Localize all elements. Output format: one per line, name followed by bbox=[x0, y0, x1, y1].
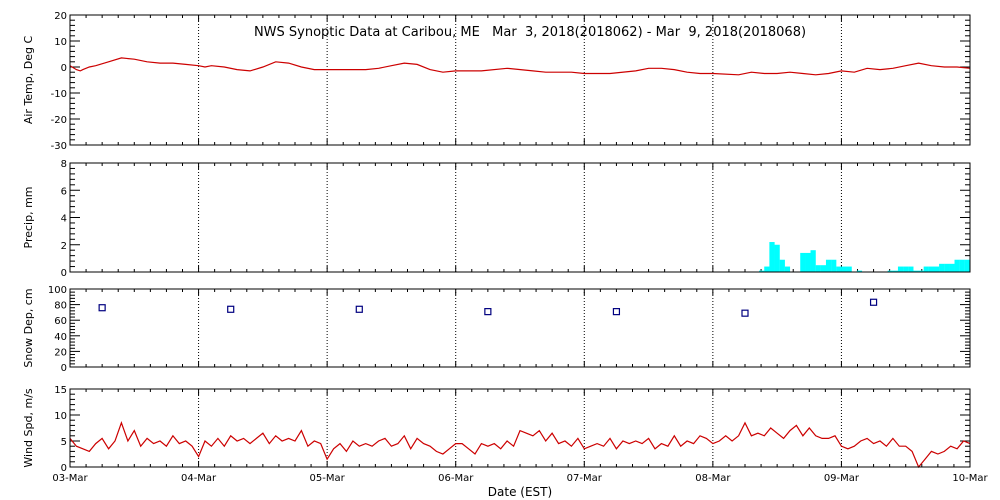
snow-depth-point bbox=[484, 308, 492, 316]
precip-bar bbox=[825, 259, 832, 272]
precip-bar bbox=[959, 259, 965, 272]
precip-bar bbox=[769, 242, 775, 272]
snow-depth-panel: 100 80 60 40 20 0 Snow Dep, cm bbox=[22, 285, 971, 374]
precip-bar bbox=[831, 259, 837, 272]
precip-ytick-label: 6 bbox=[61, 186, 67, 197]
wind-speed-frame bbox=[69, 388, 971, 468]
snow-depth-frame bbox=[69, 288, 971, 368]
x-tick-label: 09-Mar bbox=[824, 473, 860, 484]
x-tick-label: 08-Mar bbox=[695, 473, 731, 484]
precip-bar bbox=[887, 270, 893, 272]
precip-ytick-label: 2 bbox=[61, 241, 67, 252]
precip-ytick-label: 8 bbox=[61, 159, 67, 170]
precip-bar bbox=[933, 266, 940, 272]
wind-speed-series-line bbox=[69, 421, 971, 469]
wind-speed-panel: 15 10 5 0 Wind Spd, m/s 03-Mar 04-Mar 05-Mar 06-… bbox=[22, 385, 988, 484]
x-tick-label: 07-Mar bbox=[567, 473, 603, 484]
precip-bar bbox=[784, 266, 791, 272]
precip-bar bbox=[923, 266, 929, 272]
wind-speed-ytick-label: 10 bbox=[54, 411, 67, 422]
wind-speed-ytick-label: 0 bbox=[61, 463, 67, 474]
x-axis-label: Date (EST) bbox=[488, 485, 552, 499]
precip-bar bbox=[815, 265, 821, 272]
precip-bar bbox=[764, 266, 770, 272]
precip-bar bbox=[892, 270, 899, 272]
precip-bar bbox=[949, 263, 955, 272]
snow-depth-point bbox=[741, 309, 749, 317]
snow-depth-ytick-label: 80 bbox=[54, 301, 67, 312]
precip-bar bbox=[856, 270, 863, 272]
air-temp-ytick-label: -10 bbox=[51, 89, 67, 100]
precip-bar bbox=[928, 266, 935, 272]
x-tick-label: 10-Mar bbox=[952, 473, 988, 484]
x-tick-label: 04-Mar bbox=[181, 473, 217, 484]
wind-speed-ylabel: Wind Spd, m/s bbox=[22, 388, 35, 468]
precip-bar bbox=[908, 266, 914, 272]
air-temp-series-line bbox=[69, 57, 971, 76]
precip-bar bbox=[939, 263, 945, 272]
snow-depth-point bbox=[98, 304, 106, 312]
air-temp-ytick-label: 10 bbox=[54, 37, 67, 48]
precip-panel: 8 6 4 2 0 Precip, mm bbox=[22, 159, 971, 279]
snow-depth-ytick-label: 60 bbox=[54, 316, 67, 327]
precip-bar bbox=[779, 259, 785, 272]
snow-depth-point bbox=[869, 298, 878, 306]
snow-depth-point bbox=[227, 305, 235, 313]
x-tick-label: 06-Mar bbox=[438, 473, 474, 484]
wind-speed-ytick-label: 5 bbox=[61, 437, 67, 448]
precip-bar bbox=[810, 250, 816, 272]
precip-bar bbox=[944, 263, 950, 272]
snow-depth-ytick-label: 40 bbox=[54, 332, 67, 343]
air-temp-panel: 20 10 0 -10 -20 -30 Air Temp, Deg C bbox=[22, 11, 971, 152]
air-temp-ytick-label: 20 bbox=[54, 11, 67, 22]
precip-frame bbox=[69, 162, 971, 273]
snow-depth-point bbox=[612, 308, 621, 316]
air-temp-ytick-label: -20 bbox=[51, 115, 67, 126]
chart-title: NWS Synoptic Data at Caribou, ME Mar 3, … bbox=[254, 25, 806, 40]
precip-bar bbox=[954, 259, 960, 272]
precip-bar bbox=[836, 266, 842, 272]
snow-depth-point bbox=[355, 305, 363, 313]
snow-depth-ylabel: Snow Dep, cm bbox=[22, 288, 35, 367]
precip-bar bbox=[913, 270, 919, 272]
air-temp-ylabel: Air Temp, Deg C bbox=[22, 36, 35, 125]
precip-bar bbox=[846, 266, 852, 272]
air-temp-ytick-label: -30 bbox=[51, 141, 67, 152]
x-tick-label: 05-Mar bbox=[310, 473, 346, 484]
precip-ytick-label: 0 bbox=[61, 268, 67, 279]
precip-bar bbox=[918, 270, 924, 272]
precip-bar bbox=[903, 266, 909, 272]
precip-bar bbox=[805, 252, 811, 272]
precip-bar bbox=[841, 266, 847, 272]
precip-ytick-label: 4 bbox=[61, 214, 67, 225]
precip-ylabel: Precip, mm bbox=[22, 187, 35, 249]
wind-speed-ytick-label: 15 bbox=[54, 385, 67, 396]
snow-depth-ytick-label: 100 bbox=[48, 285, 67, 296]
snow-depth-ytick-label: 20 bbox=[54, 347, 67, 358]
x-tick-label: 03-Mar bbox=[52, 473, 88, 484]
precip-bar bbox=[774, 244, 780, 272]
precip-bar bbox=[820, 265, 827, 272]
air-temp-frame bbox=[69, 14, 971, 146]
precip-bar bbox=[897, 266, 904, 272]
precip-bar bbox=[964, 259, 971, 272]
precip-bar bbox=[759, 270, 765, 272]
snow-depth-ytick-label: 0 bbox=[61, 363, 67, 374]
air-temp-ytick-label: 0 bbox=[61, 63, 67, 74]
precip-bar bbox=[800, 252, 806, 272]
